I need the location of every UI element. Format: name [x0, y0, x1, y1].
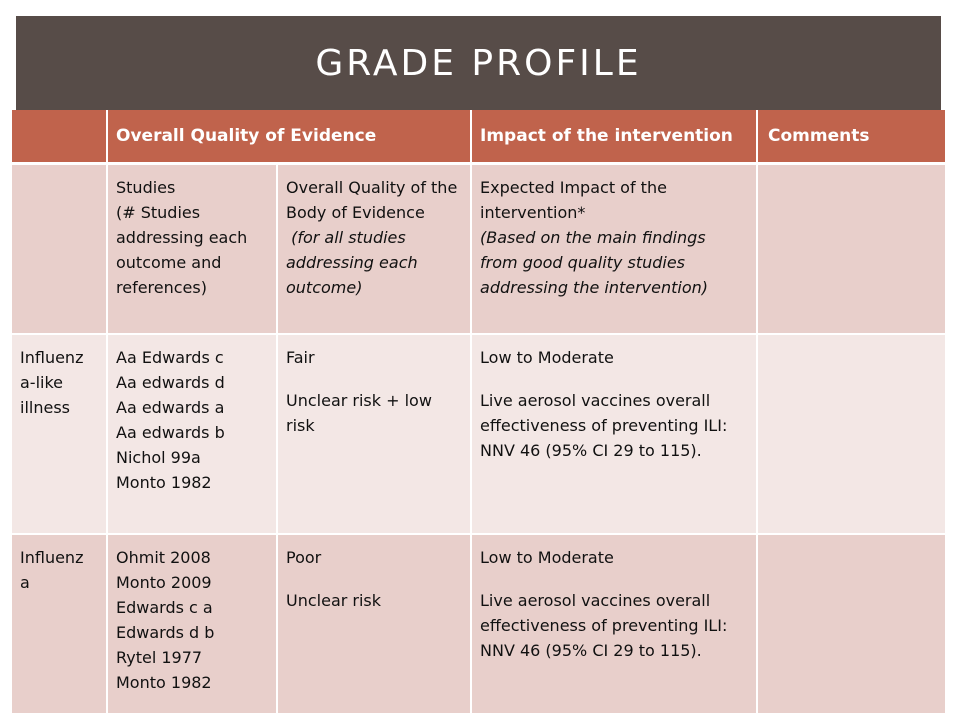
study-item: Edwards c a	[116, 598, 213, 617]
header-comments: Comments	[757, 110, 948, 165]
header-outcome	[12, 110, 108, 165]
header-impact: Impact of the intervention	[471, 110, 759, 165]
outcome-cell: Influenz a-like illness	[12, 334, 108, 535]
table-subheader-row: Studies (# Studies addressing each outco…	[12, 163, 948, 335]
subheader-quality-note: (for all studies addressing each outcome…	[286, 228, 423, 297]
subheader-studies-title: Studies	[116, 178, 176, 197]
subheader-quality: Overall Quality of the Body of Evidence …	[277, 163, 473, 335]
quality-detail: Unclear risk	[286, 591, 382, 610]
study-item: Nichol 99a	[116, 448, 201, 467]
studies-cell: Ohmit 2008 Monto 2009 Edwards c a Edward…	[107, 534, 278, 715]
quality-rating: Poor	[286, 548, 322, 567]
quality-cell: Fair Unclear risk + low risk	[277, 334, 473, 535]
study-item: Monto 1982	[116, 673, 212, 692]
study-item: Aa edwards a	[116, 398, 225, 417]
study-item: Edwards d b	[116, 623, 215, 642]
study-item: Rytel 1977	[116, 648, 203, 667]
study-item: Ohmit 2008	[116, 548, 211, 567]
subheader-impact: Expected Impact of the intervention* (Ba…	[471, 163, 759, 335]
subheader-impact-title: Expected Impact of the intervention*	[480, 178, 667, 222]
table-row: Influenz a-like illness Aa Edwards c Aa …	[12, 334, 948, 535]
comments-cell	[757, 334, 948, 535]
subheader-studies-note: (# Studies addressing each outcome and r…	[116, 203, 248, 297]
impact-cell: Low to Moderate Live aerosol vaccines ov…	[471, 534, 759, 715]
subheader-quality-title: Overall Quality of the Body of Evidence	[286, 178, 458, 222]
subheader-studies: Studies (# Studies addressing each outco…	[107, 163, 278, 335]
study-item: Aa edwards b	[116, 423, 225, 442]
table-row: Influenz a Ohmit 2008 Monto 2009 Edwards…	[12, 534, 948, 715]
impact-detail: Live aerosol vaccines overall effectiven…	[480, 391, 728, 460]
impact-detail: Live aerosol vaccines overall effectiven…	[480, 591, 728, 660]
subheader-comments	[757, 163, 948, 335]
study-item: Monto 1982	[116, 473, 212, 492]
table-header-row: Overall Quality of Evidence Impact of th…	[12, 110, 948, 165]
impact-cell: Low to Moderate Live aerosol vaccines ov…	[471, 334, 759, 535]
study-item: Aa Edwards c	[116, 348, 224, 367]
impact-rating: Low to Moderate	[480, 548, 614, 567]
impact-rating: Low to Moderate	[480, 348, 614, 367]
quality-detail: Unclear risk + low risk	[286, 391, 432, 435]
quality-cell: Poor Unclear risk	[277, 534, 473, 715]
subheader-outcome	[12, 163, 108, 335]
comments-cell	[757, 534, 948, 715]
study-item: Monto 2009	[116, 573, 212, 592]
outcome-cell: Influenz a	[12, 534, 108, 715]
study-item: Aa edwards d	[116, 373, 225, 392]
page-title: GRADE PROFILE	[315, 42, 642, 84]
title-bar: GRADE PROFILE	[16, 16, 941, 110]
studies-cell: Aa Edwards c Aa edwards d Aa edwards a A…	[107, 334, 278, 535]
subheader-impact-note: (Based on the main findings from good qu…	[480, 228, 709, 297]
header-quality: Overall Quality of Evidence	[107, 110, 473, 165]
grade-table: Overall Quality of Evidence Impact of th…	[12, 110, 948, 715]
quality-rating: Fair	[286, 348, 315, 367]
